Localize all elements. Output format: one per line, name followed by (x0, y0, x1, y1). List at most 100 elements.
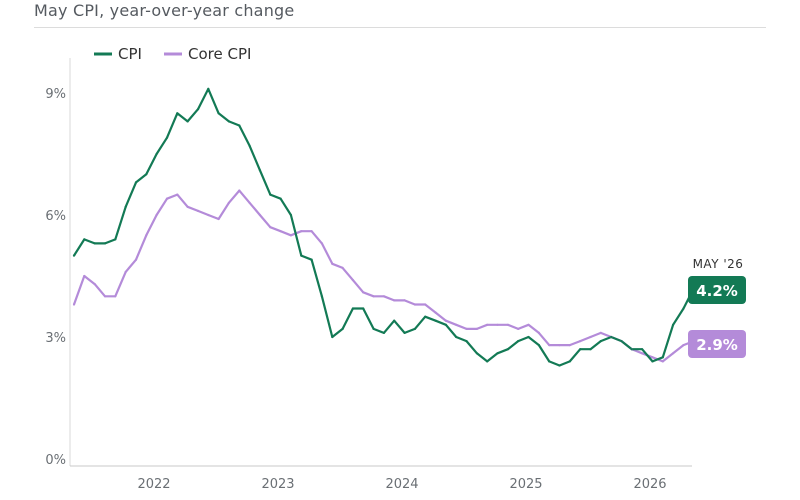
data-point-core-cpi (403, 299, 406, 302)
data-point-cpi (362, 307, 365, 310)
data-point-cpi (300, 254, 303, 257)
data-point-cpi (382, 331, 385, 334)
data-point-core-cpi (176, 193, 179, 196)
data-point-core-cpi (165, 197, 169, 200)
data-point-cpi (424, 315, 427, 318)
data-point-cpi (176, 112, 179, 115)
data-point-core-cpi (661, 360, 664, 363)
data-point-cpi (207, 87, 210, 90)
data-point-cpi (630, 348, 633, 351)
data-point-core-cpi (93, 283, 96, 286)
data-point-core-cpi (372, 295, 375, 298)
data-point-cpi (341, 327, 344, 330)
data-point-cpi (227, 120, 230, 123)
series-points-core-cpi (72, 189, 695, 363)
legend-label-cpi: CPI (118, 45, 142, 63)
data-point-cpi (548, 360, 551, 363)
data-point-core-cpi (310, 230, 313, 233)
data-point-core-cpi (320, 242, 323, 245)
series-line-core-cpi (72, 189, 695, 363)
data-point-cpi (537, 344, 541, 347)
title-divider (34, 27, 766, 28)
data-point-core-cpi (517, 327, 520, 330)
data-point-core-cpi (362, 291, 365, 294)
data-point-cpi (486, 360, 489, 363)
data-point-cpi (331, 335, 334, 339)
data-point-cpi (124, 205, 127, 208)
data-point-cpi (393, 319, 396, 322)
data-point-core-cpi (382, 295, 385, 298)
data-point-cpi (589, 348, 592, 351)
data-point-cpi (269, 193, 272, 196)
data-point-core-cpi (589, 335, 592, 339)
y-tick-label-3: 3% (45, 331, 66, 346)
y-tick-label-0: 0% (45, 453, 66, 468)
data-point-cpi (93, 242, 96, 245)
data-point-cpi (320, 295, 323, 298)
data-point-cpi (279, 197, 282, 200)
cpi-value-badge (688, 276, 746, 304)
data-point-cpi (610, 335, 613, 339)
core-cpi-value-badge (688, 330, 746, 358)
data-point-cpi (506, 348, 509, 351)
data-point-cpi (83, 238, 86, 241)
data-point-cpi (620, 340, 623, 343)
data-point-cpi (444, 323, 447, 326)
series-line-cpi (73, 87, 695, 367)
data-point-cpi (661, 356, 664, 359)
data-point-core-cpi (682, 344, 685, 347)
data-point-core-cpi (341, 266, 344, 269)
data-point-cpi (372, 327, 375, 330)
data-point-core-cpi (279, 230, 282, 233)
data-point-cpi (248, 144, 251, 147)
data-point-cpi (558, 364, 561, 367)
data-point-core-cpi (651, 356, 654, 359)
data-point-core-cpi (465, 327, 468, 330)
data-point-core-cpi (537, 331, 541, 334)
data-point-core-cpi (579, 340, 582, 343)
data-point-core-cpi (527, 323, 530, 326)
data-point-cpi (568, 360, 571, 363)
data-point-cpi (496, 352, 499, 355)
cpi-value-label: 4.2% (696, 282, 738, 300)
data-point-cpi (186, 120, 189, 123)
data-point-cpi (579, 348, 582, 351)
data-point-core-cpi (506, 323, 509, 326)
series-points-cpi (72, 87, 695, 367)
data-point-core-cpi (248, 201, 251, 204)
data-point-core-cpi (641, 352, 644, 355)
data-point-cpi (527, 335, 530, 339)
data-point-core-cpi (145, 234, 148, 237)
data-point-core-cpi (114, 295, 117, 298)
data-point-cpi (455, 335, 458, 339)
x-tick-label-2022: 2022 (137, 477, 170, 492)
data-point-cpi (413, 327, 416, 330)
data-point-cpi (114, 238, 117, 241)
data-point-cpi (217, 112, 220, 115)
data-point-cpi (434, 319, 437, 322)
data-point-core-cpi (124, 270, 127, 273)
data-point-core-cpi (83, 274, 86, 278)
data-point-cpi (672, 323, 675, 326)
data-point-cpi (599, 340, 602, 343)
data-point-core-cpi (217, 217, 220, 221)
data-point-cpi (475, 352, 478, 355)
x-tick-label-2024: 2024 (385, 477, 418, 492)
data-point-cpi (310, 258, 313, 261)
data-point-cpi (289, 213, 292, 217)
data-point-cpi (145, 173, 148, 176)
data-point-cpi (258, 169, 261, 172)
data-point-core-cpi (351, 279, 354, 282)
x-tick-label-2025: 2025 (509, 477, 542, 492)
data-point-cpi (134, 181, 138, 184)
data-point-cpi (651, 360, 654, 363)
data-point-core-cpi (413, 303, 416, 306)
data-point-core-cpi (568, 344, 571, 347)
data-point-core-cpi (289, 234, 292, 237)
data-point-core-cpi (300, 230, 303, 233)
chart-title: May CPI, year-over-year change (34, 1, 295, 20)
y-tick-label-6: 6% (45, 209, 66, 224)
legend-label-core-cpi: Core CPI (188, 45, 251, 63)
data-point-core-cpi (672, 352, 675, 355)
